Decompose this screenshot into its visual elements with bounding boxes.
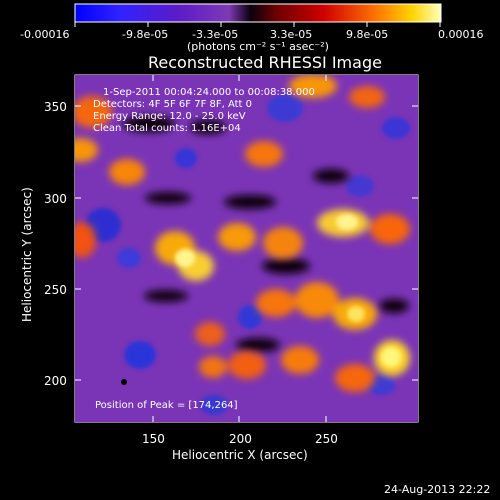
blue-blob xyxy=(267,94,303,122)
peak-position-text: Position of Peak = [174,264] xyxy=(95,400,238,411)
dark-band xyxy=(190,120,226,134)
dark-band xyxy=(144,290,188,302)
blue-features xyxy=(85,94,410,415)
emission-source xyxy=(109,159,145,185)
x-tick-label-250: 250 xyxy=(315,432,338,446)
plot-title: Reconstructed RHESSI Image xyxy=(148,53,382,72)
dark-band xyxy=(236,338,280,352)
colorbar-tick-label-4: 9.8e-05 xyxy=(346,28,388,41)
x-axis: 150 200 250 xyxy=(142,75,338,446)
emission-source xyxy=(218,223,256,251)
bright-cores xyxy=(175,214,401,367)
x-tick-label-150: 150 xyxy=(142,432,165,446)
blue-blob xyxy=(346,175,374,197)
x-axis-label: Heliocentric X (arcsec) xyxy=(172,448,308,462)
dark-band xyxy=(123,116,175,132)
colorbar: -0.00016 -9.8e-05 -3.3e-05 3.3e-05 9.8e-… xyxy=(20,3,484,53)
emission-source xyxy=(195,322,225,346)
emission-source xyxy=(228,351,266,379)
blue-blob xyxy=(124,341,156,369)
dark-band xyxy=(145,192,191,204)
colorbar-tick-label-5: 0.00016 xyxy=(438,28,484,41)
image-info: 1-Sep-2011 00:04:24.000 to 00:08:38.000 … xyxy=(93,87,315,411)
y-axis: 200 250 300 350 xyxy=(44,100,418,388)
emission-source xyxy=(263,227,303,259)
dark-band xyxy=(379,299,409,313)
bright-core xyxy=(175,249,195,267)
blue-blob xyxy=(117,248,141,268)
emission-source xyxy=(335,364,375,392)
blue-blob xyxy=(175,148,197,168)
y-tick-label-250: 250 xyxy=(44,283,67,297)
colorbar-unit-label: (photons cm⁻² s⁻¹ asec⁻²) xyxy=(187,40,329,53)
emission-source xyxy=(349,86,385,108)
blue-blob xyxy=(382,117,410,139)
emission-source xyxy=(245,141,283,167)
bright-core xyxy=(336,214,358,230)
image-panel: 200 250 300 350 150 200 250 Heliocentric… xyxy=(20,74,419,462)
colorbar-image xyxy=(74,3,442,23)
emission-source xyxy=(199,356,227,378)
dark-contours xyxy=(123,116,409,352)
y-axis-label: Heliocentric Y (arcsec) xyxy=(20,187,34,322)
detectors-text: Detectors: 4F 5F 6F 7F 8F, Att 0 xyxy=(93,99,252,110)
dark-band xyxy=(224,195,276,209)
heatmap xyxy=(75,75,418,422)
energy-range-text: Energy Range: 12.0 - 25.0 keV xyxy=(93,111,246,122)
emission-source xyxy=(281,346,319,374)
x-tick-label-200: 200 xyxy=(229,432,252,446)
emission-source xyxy=(75,138,98,162)
emission-source xyxy=(256,289,296,317)
bright-core xyxy=(347,306,365,322)
observation-time-range: 1-Sep-2011 00:04:24.000 to 00:08:38.000 xyxy=(103,87,315,98)
blue-blob xyxy=(200,395,228,415)
clean-total-counts-text: Clean Total counts: 1.16E+04 xyxy=(93,123,241,134)
dark-band xyxy=(262,258,310,274)
y-tick-label-350: 350 xyxy=(44,100,67,114)
emission-source xyxy=(75,222,96,258)
emission-source xyxy=(370,214,410,244)
colorbar-tick-label-2: -3.3e-05 xyxy=(192,28,238,41)
colorbar-ticks xyxy=(74,22,441,27)
emission-source xyxy=(289,75,337,98)
y-tick-label-200: 200 xyxy=(44,374,67,388)
colorbar-tick-label-3: 3.3e-05 xyxy=(270,28,312,41)
bright-core xyxy=(381,347,401,367)
colorbar-tick-label-0: -0.00016 xyxy=(20,28,69,41)
creation-date: 24-Aug-2013 22:22 xyxy=(384,483,490,496)
blue-blob xyxy=(238,305,262,329)
colorbar-tick-label-1: -9.8e-05 xyxy=(122,28,168,41)
emission-source xyxy=(75,96,112,128)
dark-band xyxy=(313,169,349,183)
peak-marker xyxy=(121,379,127,385)
y-tick-label-300: 300 xyxy=(44,192,67,206)
emission-source xyxy=(295,282,339,318)
